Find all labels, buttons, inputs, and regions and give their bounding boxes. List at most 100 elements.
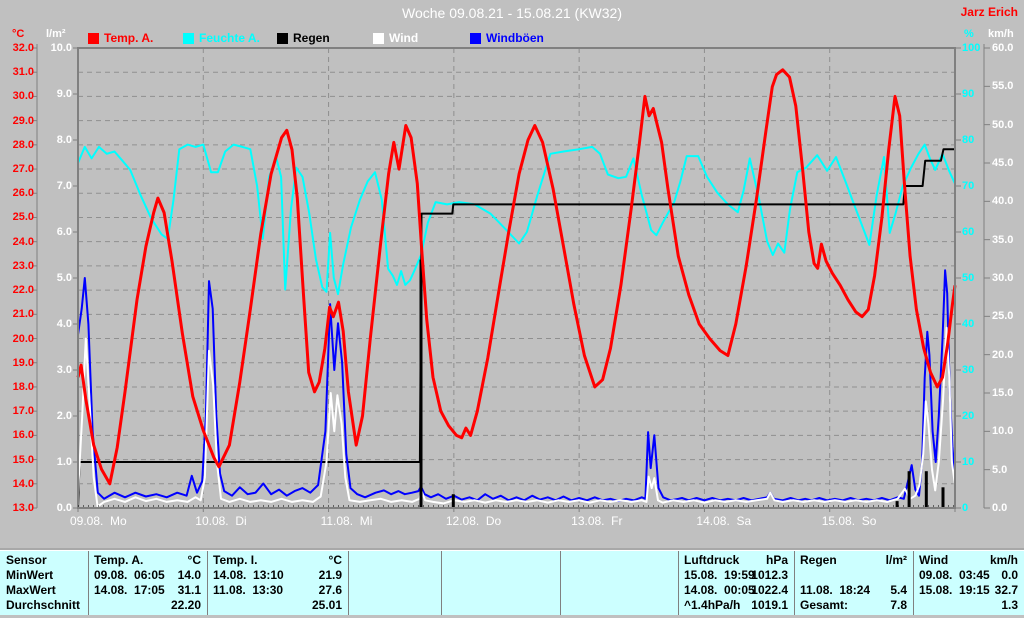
- temp-axis-label: 21.0: [12, 308, 34, 321]
- humidity-axis-label: 80: [962, 134, 975, 146]
- wind-axis-label: 35.0: [992, 233, 1014, 246]
- table-cell-value: 31.1: [177, 583, 201, 597]
- temp-axis-label: 19.0: [12, 356, 34, 369]
- table-column-divider: [207, 551, 208, 615]
- table-cell: 14.08. 00:05: [684, 583, 755, 597]
- wind-axis-label: 25.0: [992, 310, 1014, 323]
- temp-axis-label: 14.0: [12, 477, 34, 490]
- table-cell: Regen: [800, 553, 837, 567]
- table-column-divider: [678, 551, 679, 615]
- rain-axis-label: 7.0: [56, 180, 72, 192]
- wind-axis-label: 30.0: [992, 272, 1014, 284]
- series-regen: [77, 148, 955, 509]
- humidity-axis-label: 0: [962, 502, 969, 514]
- temp-axis-label: 15.0: [12, 453, 34, 466]
- humidity-axis-label: 10: [962, 456, 975, 468]
- temp-axis-label: 16.0: [12, 429, 34, 442]
- table-column-divider: [441, 551, 442, 615]
- wind-axis-label: 40.0: [992, 195, 1014, 208]
- table-cell-value: 1022.4: [751, 583, 788, 597]
- table-cell-value: 0.0: [1001, 568, 1018, 582]
- day-label: 12.08. Do: [445, 514, 502, 528]
- unit-temp: °C: [12, 28, 25, 40]
- table-cell: 14.08. 13:10: [213, 568, 284, 582]
- humidity-axis-label: 30: [962, 364, 975, 376]
- table-column-divider: [560, 551, 561, 615]
- day-label: 09.08. Mo: [70, 514, 127, 528]
- table-cell: 14.08. 17:05: [94, 583, 165, 597]
- wind-axis-label: 50.0: [992, 118, 1014, 131]
- rain-axis-label: 2.0: [56, 410, 72, 422]
- temp-axis-label: 27.0: [12, 163, 34, 176]
- table-cell: 15.08. 19:15: [919, 583, 990, 597]
- series-temp-a: [76, 68, 957, 486]
- temp-axis-label: 24.0: [12, 235, 34, 248]
- table-cell-value: 14.0: [177, 568, 201, 582]
- table-cell-value: 1.3: [1001, 598, 1018, 612]
- table-cell-value: 1019.1: [751, 598, 788, 612]
- humidity-axis-label: 90: [962, 88, 975, 100]
- plot-border: [77, 47, 956, 509]
- table-cell: 09.08. 03:45: [919, 568, 990, 582]
- table-cell-value: 25.01: [311, 598, 342, 612]
- temp-axis-label: 30.0: [12, 90, 34, 103]
- wind-axis-label: 0.0: [992, 502, 1008, 514]
- legend-swatch-icon: [277, 33, 288, 44]
- unit-humidity: %: [964, 28, 974, 40]
- table-cell: Temp. I.: [213, 553, 258, 567]
- rain-intensity-bar: [419, 259, 423, 508]
- table-row-header: Durchschnitt: [6, 598, 81, 612]
- rain-axis-label: 10.0: [50, 42, 72, 54]
- rain-axis-label: 0.0: [56, 502, 72, 514]
- table-row-header: MaxWert: [6, 583, 56, 597]
- table-row-header: Sensor: [6, 553, 47, 567]
- humidity-axis-label: 40: [962, 318, 975, 330]
- rain-axis-label: 8.0: [56, 134, 72, 146]
- rain-intensity-bar: [941, 487, 945, 508]
- temp-axis-label: 22.0: [12, 284, 34, 297]
- temp-axis-label: 18.0: [12, 380, 34, 393]
- temp-axis-label: 20.0: [12, 332, 34, 345]
- stats-table: Sensor MinWert MaxWert Durchschnitt Temp. A.…: [0, 550, 1024, 615]
- table-cell: Gesamt:: [800, 598, 849, 612]
- wind-axis-label: 55.0: [992, 80, 1014, 93]
- temp-axis-label: 28.0: [12, 138, 34, 151]
- table-cell-value: 22.20: [170, 598, 201, 612]
- rain-intensity-bar: [895, 501, 899, 508]
- day-label: 11.08. Mi: [320, 514, 373, 528]
- table-cell: Luftdruck: [684, 553, 740, 567]
- legend-swatch-icon: [88, 33, 99, 44]
- table-cell: 09.08. 06:05: [94, 568, 165, 582]
- temp-axis-label: 17.0: [12, 405, 34, 418]
- legend-label: Regen: [293, 31, 330, 45]
- wind-axis-label: 45.0: [992, 157, 1014, 169]
- temp-axis-label: 32.0: [12, 42, 34, 54]
- temp-axis-label: 25.0: [12, 211, 34, 224]
- table-cell: 11.08. 13:30: [213, 583, 284, 597]
- legend-swatch-icon: [470, 33, 481, 44]
- unit-rain: l/m²: [46, 28, 66, 40]
- wind-axis-label: 10.0: [992, 425, 1014, 438]
- rain-axis-label: 3.0: [56, 364, 72, 376]
- table-cell: 11.08. 18:24: [800, 583, 871, 597]
- table-cell: ^1.4hPa/h: [684, 598, 741, 612]
- table-cell-value: km/h: [989, 553, 1018, 567]
- wind-axis-label: 5.0: [992, 463, 1008, 476]
- rain-intensity-bar: [451, 494, 455, 508]
- humidity-axis-label: 50: [962, 272, 975, 284]
- table-column-divider: [348, 551, 349, 615]
- temp-axis-label: 13.0: [12, 502, 34, 514]
- temp-axis-label: 26.0: [12, 187, 34, 200]
- legend-swatch-icon: [373, 33, 384, 44]
- day-label: 15.08. So: [821, 514, 877, 528]
- table-cell-value: 5.4: [890, 583, 907, 597]
- author-label: Jarz Erich: [960, 5, 1018, 19]
- legend-label: Wind: [389, 31, 419, 45]
- wind-axis-label: 15.0: [992, 387, 1014, 399]
- table-row-header: MinWert: [6, 568, 54, 582]
- rain-axis-label: 6.0: [56, 226, 72, 238]
- series-feuchte: [77, 143, 956, 296]
- table-cell-value: °C: [187, 553, 201, 567]
- page-title: Woche 09.08.21 - 15.08.21 (KW32): [402, 5, 622, 21]
